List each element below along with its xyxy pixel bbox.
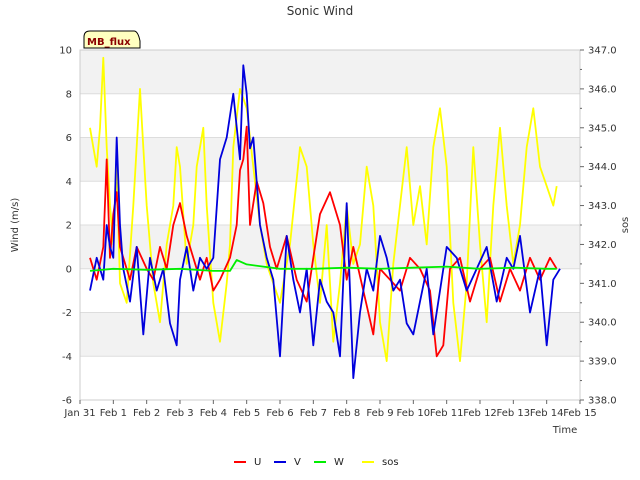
series-line-sos	[89, 56, 558, 363]
y-axis-title: Wind (m/s)	[10, 198, 21, 253]
x-tick-label: Feb 3	[166, 408, 193, 419]
x-tick-label: Feb 14	[530, 408, 564, 419]
x-tick-label: Feb 15	[563, 408, 597, 419]
y2-axis-title: sos	[620, 217, 631, 234]
legend-label-u: U	[254, 457, 261, 468]
x-tick-label: Jan 31	[63, 408, 95, 419]
x-tick-label: Feb 7	[300, 408, 327, 419]
y2-tick-label: 341.0	[588, 279, 617, 290]
y2-tick-label: 342.0	[588, 240, 617, 251]
y2-tick-label: 343.0	[588, 201, 617, 212]
legend-label-w: W	[334, 457, 344, 468]
x-tick-label: Feb 1	[100, 408, 127, 419]
background-band	[80, 50, 580, 94]
site-badge: MB_flux	[83, 30, 141, 49]
y-tick-label: 0	[66, 264, 72, 275]
x-tick-label: Feb 6	[266, 408, 293, 419]
y2-tick-label: 347.0	[588, 46, 617, 57]
y2-tick-label: 346.0	[588, 84, 617, 95]
y-tick-label: 6	[66, 133, 72, 144]
x-tick-label: Feb 8	[333, 408, 360, 419]
x-tick-label: Feb 5	[233, 408, 260, 419]
x-tick-label: Feb 2	[133, 408, 160, 419]
chart-title: Sonic Wind	[287, 4, 353, 18]
x-axis-title: Time	[552, 425, 577, 436]
badge-label: MB_flux	[87, 37, 131, 48]
series-line-v	[89, 64, 561, 380]
y2-tick-label: 345.0	[588, 123, 617, 134]
series-layer	[89, 56, 561, 380]
y-tick-label: -4	[62, 352, 72, 363]
badge-shape	[83, 30, 141, 49]
y2-tick-label: 339.0	[588, 357, 617, 368]
y-tick-label: 2	[66, 221, 72, 232]
y-tick-label: -6	[62, 396, 72, 407]
x-tick-label: Feb 4	[200, 408, 227, 419]
x-tick-label: Feb 13	[497, 408, 531, 419]
y-tick-label: 4	[66, 177, 72, 188]
series-line-w	[89, 259, 557, 272]
x-tick-label: Feb 10	[397, 408, 431, 419]
y2-tick-label: 340.0	[588, 318, 617, 329]
y2-axis-ticks: 338.0 339.0 340.0 341.0 342.0 343.0 344.0 345.0…	[580, 46, 617, 407]
y2-tick-label: 344.0	[588, 162, 617, 173]
background-band	[80, 137, 580, 182]
x-tick-label: Feb 11	[430, 408, 464, 419]
x-axis-ticks: Jan 31 Feb 1 Feb 2 Feb 3 Feb 4 Feb 5 Feb 6 Feb …	[63, 400, 597, 419]
y2-tick-label: 338.0	[588, 396, 617, 407]
y-tick-label: 8	[66, 89, 72, 100]
plot-background-bands	[80, 50, 580, 357]
y-tick-label: 10	[59, 46, 72, 57]
x-tick-label: Feb 12	[463, 408, 497, 419]
y-axis-ticks: -6 -4 -2 0 2 4 6 8 10	[59, 46, 72, 407]
y-tick-label: -2	[62, 308, 72, 319]
x-tick-label: Feb 9	[366, 408, 393, 419]
background-band	[80, 312, 580, 357]
background-band	[80, 225, 580, 269]
legend-label-v: V	[294, 457, 301, 468]
legend-label-sos: sos	[382, 457, 399, 468]
series-line-u	[89, 125, 558, 358]
